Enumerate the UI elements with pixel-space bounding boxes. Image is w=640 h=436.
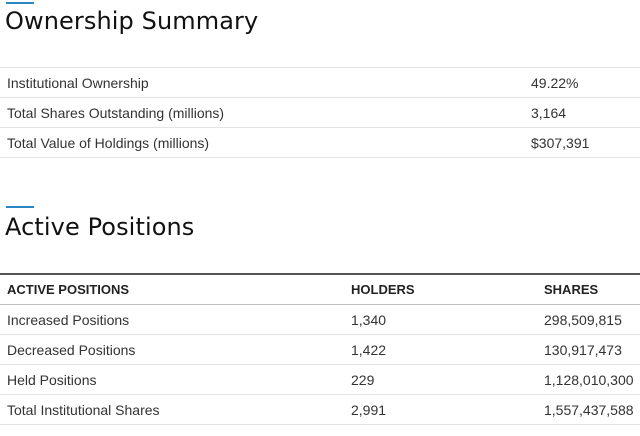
column-header-active-positions: ACTIVE POSITIONS	[0, 273, 351, 305]
active-positions-table: ACTIVE POSITIONS HOLDERS SHARES Increase…	[0, 273, 640, 425]
position-label: Total Institutional Shares	[0, 394, 351, 425]
table-row: Total Institutional Shares 2,991 1,557,4…	[0, 394, 640, 425]
position-shares: 298,509,815	[544, 304, 640, 335]
position-holders: 1,422	[351, 334, 544, 365]
active-positions-title: Active Positions	[5, 213, 195, 241]
position-label: Decreased Positions	[0, 334, 351, 365]
summary-row-total-shares-outstanding: Total Shares Outstanding (millions) 3,16…	[0, 97, 640, 128]
summary-row-label: Total Value of Holdings (millions)	[0, 127, 531, 158]
position-label: Held Positions	[0, 364, 351, 395]
ownership-summary-accent-bar	[6, 2, 34, 4]
position-shares: 130,917,473	[544, 334, 640, 365]
position-holders: 2,991	[351, 394, 544, 425]
position-holders: 229	[351, 364, 544, 395]
table-row: Decreased Positions 1,422 130,917,473	[0, 334, 640, 365]
summary-row-institutional-ownership: Institutional Ownership 49.22%	[0, 67, 640, 98]
ownership-summary-title: Ownership Summary	[5, 7, 259, 35]
active-positions-accent-bar	[6, 206, 34, 208]
position-holders: 1,340	[351, 304, 544, 335]
summary-row-value: $307,391	[531, 127, 640, 158]
ownership-summary-table: Institutional Ownership 49.22% Total Sha…	[0, 67, 640, 158]
position-shares: 1,557,437,588	[544, 394, 640, 425]
summary-row-label: Total Shares Outstanding (millions)	[0, 97, 531, 128]
position-label: Increased Positions	[0, 304, 351, 335]
summary-row-label: Institutional Ownership	[0, 67, 531, 98]
summary-row-total-value-of-holdings: Total Value of Holdings (millions) $307,…	[0, 127, 640, 158]
positions-header-row: ACTIVE POSITIONS HOLDERS SHARES	[0, 273, 640, 305]
table-row: Increased Positions 1,340 298,509,815	[0, 304, 640, 335]
position-shares: 1,128,010,300	[544, 364, 640, 395]
column-header-shares: SHARES	[544, 273, 640, 305]
summary-row-value: 49.22%	[531, 67, 640, 98]
summary-row-value: 3,164	[531, 97, 640, 128]
table-row: Held Positions 229 1,128,010,300	[0, 364, 640, 395]
column-header-holders: HOLDERS	[351, 273, 544, 305]
